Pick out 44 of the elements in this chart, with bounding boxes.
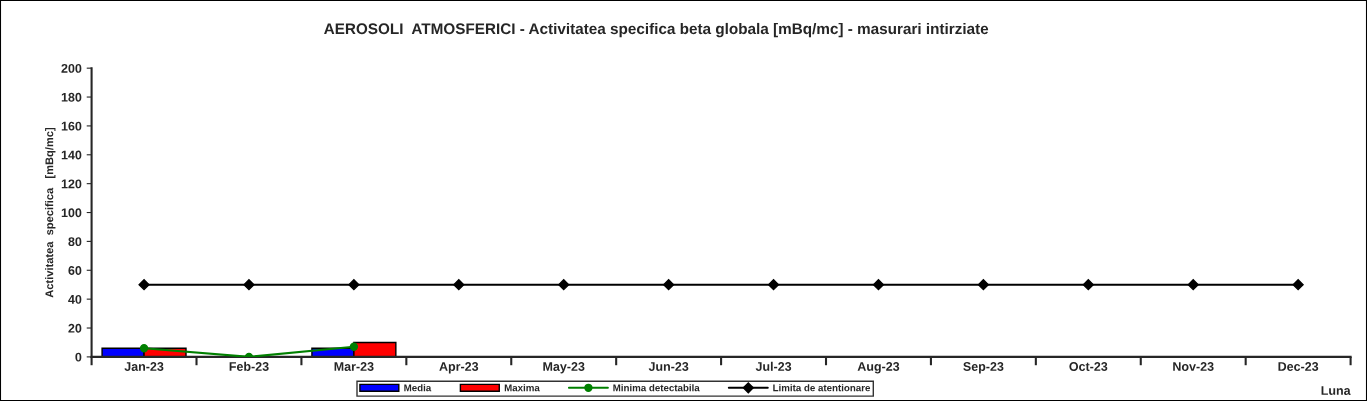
legend-label: Minima detectabila xyxy=(613,384,700,392)
point xyxy=(453,279,465,291)
y-tick-label: 200 xyxy=(61,63,82,73)
y-tick-label: 120 xyxy=(61,179,82,189)
x-axis-title: Luna xyxy=(1321,386,1351,395)
y-tick-label: 20 xyxy=(68,323,82,333)
point xyxy=(349,342,359,351)
x-tick-label: Jul-23 xyxy=(755,361,792,371)
x-tick-label: Nov-23 xyxy=(1173,362,1214,371)
point xyxy=(348,279,360,291)
x-tick-label: Sep-23 xyxy=(963,362,1004,374)
point xyxy=(243,279,255,291)
x-tick-label: May-23 xyxy=(543,362,585,374)
legend-label: Limita de atentionare xyxy=(773,384,871,392)
x-tick-label: Feb-23 xyxy=(229,361,269,371)
x-tick-label: Jun-23 xyxy=(648,362,689,371)
point xyxy=(1292,279,1304,291)
y-axis-title: Activitatea specifica [mBq/mc] xyxy=(45,127,56,298)
y-tick-label: 80 xyxy=(68,237,82,247)
y-tick-label: 40 xyxy=(68,294,82,304)
point xyxy=(872,279,885,291)
y-tick-label: 140 xyxy=(61,150,82,160)
chart-title: AEROSOLI ATMOSFERICI - Activitatea specifica beta globala [mBq/mc] - masurari intirziate xyxy=(324,22,989,38)
legend-label: Maxima xyxy=(504,384,540,392)
point xyxy=(139,344,149,353)
x-tick-label: Oct-23 xyxy=(1069,362,1108,371)
point xyxy=(1187,279,1199,291)
point xyxy=(1082,279,1094,291)
y-tick-label: 100 xyxy=(61,208,82,218)
point xyxy=(558,279,570,291)
legend-label: Media xyxy=(404,384,432,392)
point xyxy=(767,279,780,291)
y-tick-label: 60 xyxy=(68,266,82,275)
x-tick-label: Jan-23 xyxy=(124,362,164,371)
x-tick-label: Apr-23 xyxy=(439,362,479,374)
x-tick-label: Aug-23 xyxy=(857,362,900,374)
point xyxy=(138,279,150,291)
x-tick-label: Dec-23 xyxy=(1278,362,1319,371)
y-tick-label: 0 xyxy=(75,352,82,362)
point xyxy=(663,279,675,291)
x-tick-label: Mar-23 xyxy=(334,362,374,371)
y-tick-label: 180 xyxy=(61,92,82,102)
point xyxy=(977,279,989,291)
y-tick-label: 160 xyxy=(61,121,82,131)
